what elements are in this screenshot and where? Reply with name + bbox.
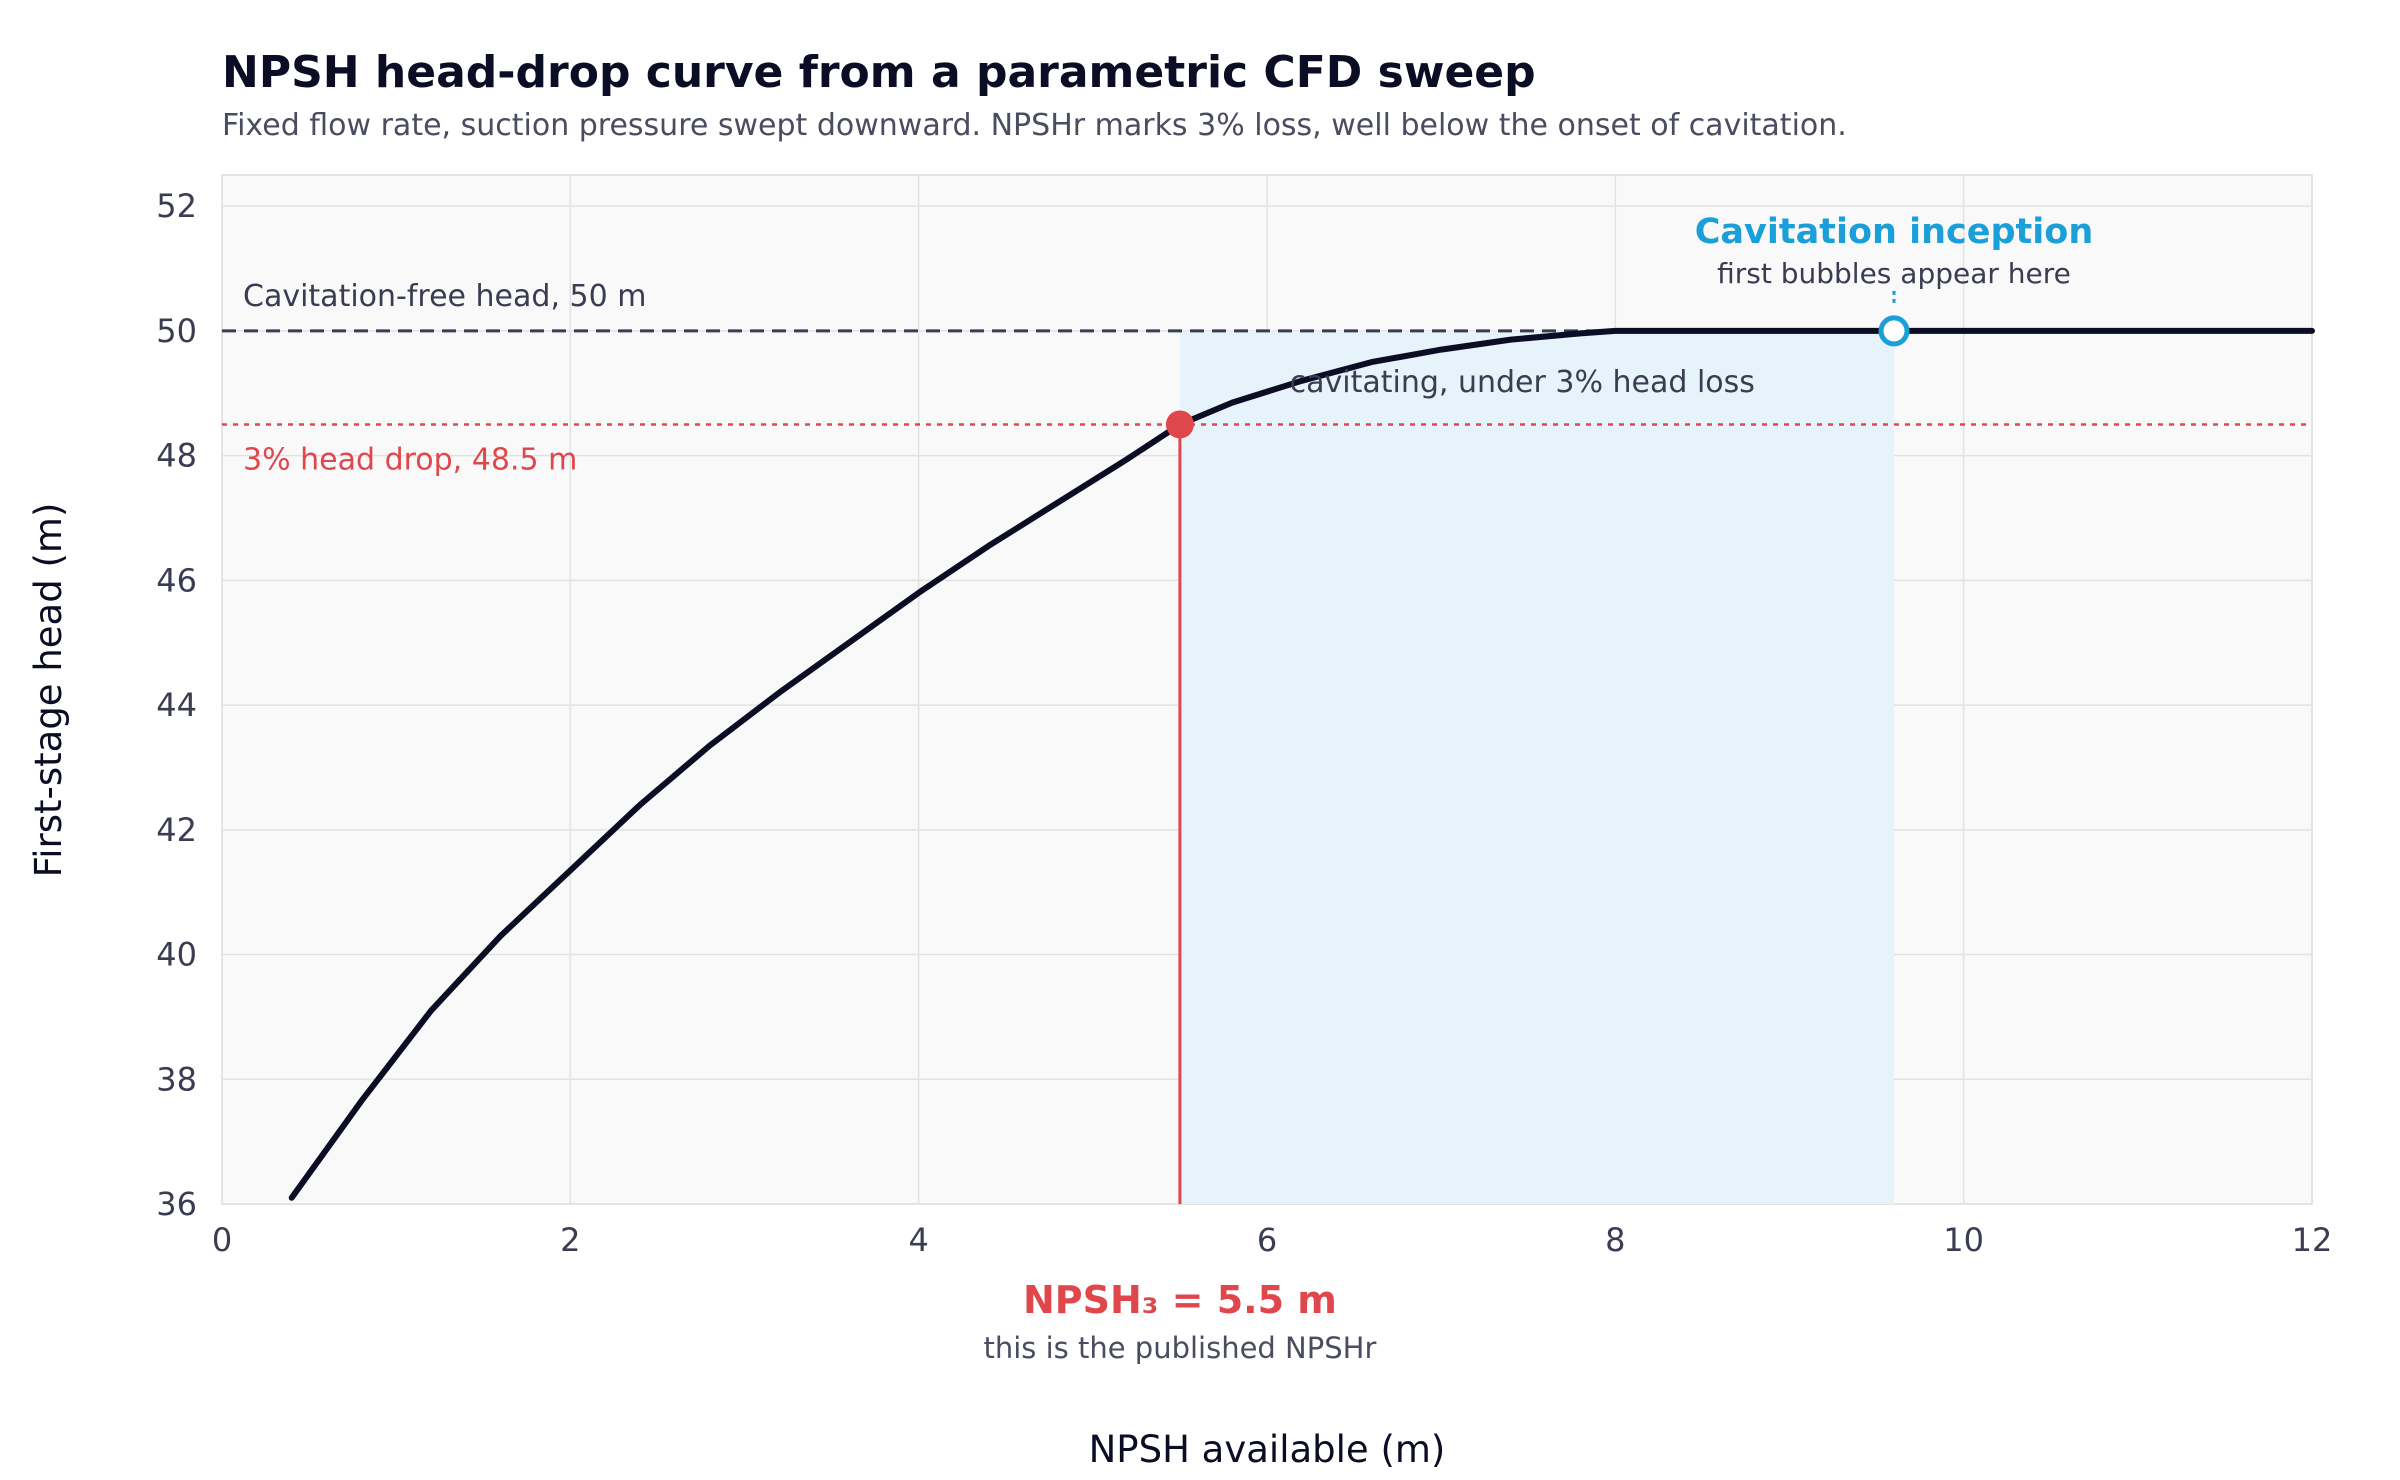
npsh3-point	[1165, 410, 1194, 439]
x-tick-label: 4	[908, 1221, 928, 1259]
inception-label: Cavitation inception	[1695, 212, 2093, 252]
x-axis-label: NPSH available (m)	[1089, 1428, 1446, 1471]
head-drop-label: 3% head drop, 48.5 m	[243, 442, 577, 477]
x-tick-label: 12	[2292, 1221, 2333, 1259]
npsh3-label: NPSH₃ = 5.5 m	[1023, 1278, 1337, 1322]
y-tick-label: 50	[156, 312, 197, 350]
markers	[1165, 286, 1910, 1204]
chart-title: NPSH head-drop curve from a parametric C…	[222, 47, 1536, 98]
y-tick-label: 42	[156, 811, 197, 849]
cavitating-region	[1179, 330, 1894, 1205]
y-tick-label: 48	[156, 437, 197, 475]
y-tick-label: 44	[156, 686, 197, 724]
inception-point	[1878, 315, 1910, 347]
chart-subtitle: Fixed flow rate, suction pressure swept …	[222, 108, 1847, 143]
y-tick-label: 40	[156, 936, 197, 974]
y-tick-label: 52	[156, 187, 197, 225]
npsh3-sublabel: this is the published NPSHr	[983, 1331, 1376, 1365]
x-tick-label: 10	[1943, 1221, 1984, 1259]
y-tick-label: 36	[156, 1185, 197, 1223]
y-tick-label: 46	[156, 561, 197, 599]
y-axis-label: First-stage head (m)	[27, 503, 70, 878]
x-tick-label: 0	[212, 1221, 232, 1259]
x-tick-label: 2	[560, 1221, 580, 1259]
y-tick-label: 38	[156, 1060, 197, 1098]
inception-sublabel: first bubbles appear here	[1717, 257, 2071, 290]
cavitation-free-label: Cavitation-free head, 50 m	[243, 279, 646, 314]
x-tick-label: 6	[1257, 1221, 1277, 1259]
cavitating-region-label: cavitating, under 3% head loss	[1290, 365, 1755, 400]
x-tick-label: 8	[1605, 1221, 1625, 1259]
